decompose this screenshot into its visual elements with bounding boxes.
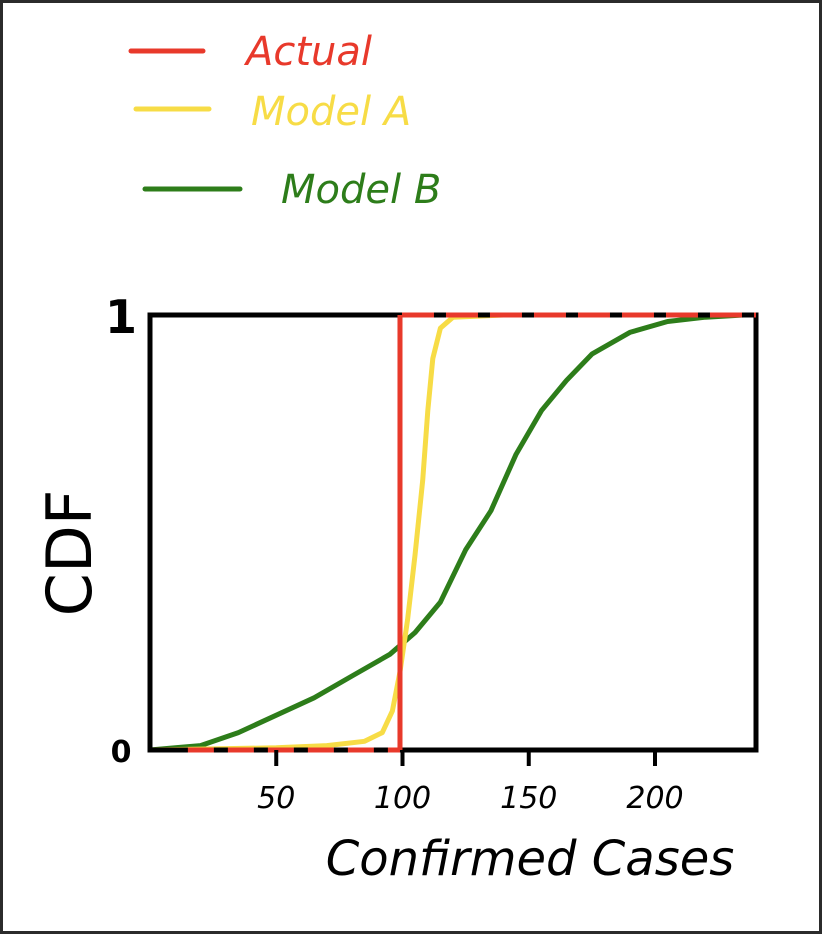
x-tick-label-3: 150	[500, 781, 557, 816]
x-tick-label-2: 100	[374, 781, 431, 816]
legend-label-3: Model B	[281, 167, 441, 213]
legend-label-2: Model A	[251, 89, 411, 135]
series-line-2	[147, 312, 746, 753]
x-tick-label-4: 200	[626, 781, 683, 816]
y-tick-label-2: 1	[105, 290, 137, 344]
y-tick-label-1: 0	[111, 735, 132, 770]
x-axis-label: Confirmed Cases	[326, 831, 735, 887]
legend-label-1: Actual	[243, 29, 372, 75]
cdf-chart: Actual Model A Model B 50 100 150 200 0 1 Confirm…	[33, 29, 759, 887]
y-axis-label: CDF	[33, 490, 106, 617]
series-line-3	[147, 312, 746, 753]
x-tick-label-1: 50	[257, 781, 295, 816]
series-line-1	[147, 312, 759, 753]
plot-frame	[147, 312, 759, 753]
